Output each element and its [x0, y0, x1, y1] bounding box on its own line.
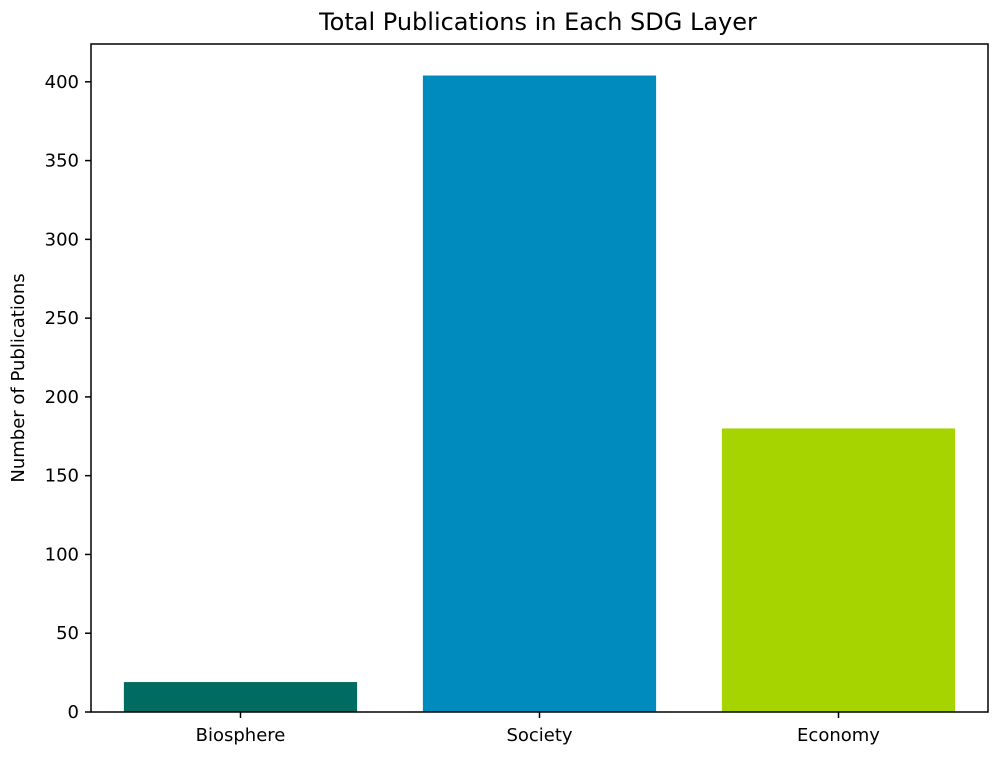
y-tick-label: 100	[45, 544, 79, 565]
y-ticks-group: 0 50 100 150 200 250 300 350 400	[45, 72, 91, 723]
bar-economy	[721, 428, 956, 712]
y-tick-label: 50	[56, 623, 79, 644]
x-tick-label: Society	[506, 725, 572, 746]
x-tick-label: Economy	[797, 725, 880, 746]
chart-title: Total Publications in Each SDG Layer	[318, 8, 757, 36]
plot-frame	[90, 43, 989, 713]
x-tick-label: Biosphere	[196, 725, 286, 746]
y-tick-label: 200	[45, 387, 79, 408]
y-tick-label: 400	[45, 72, 79, 93]
y-tick-label: 250	[45, 308, 79, 329]
y-tick-label: 300	[45, 229, 79, 250]
x-ticks-group: Biosphere Society Economy	[196, 712, 880, 746]
y-tick-label: 350	[45, 151, 79, 172]
bar-biosphere	[123, 682, 358, 712]
bars-group	[123, 75, 956, 712]
y-tick-label: 150	[45, 466, 79, 487]
y-axis-label: Number of Publications	[8, 273, 29, 482]
bar-society	[422, 75, 657, 712]
y-tick-label: 0	[68, 702, 79, 723]
